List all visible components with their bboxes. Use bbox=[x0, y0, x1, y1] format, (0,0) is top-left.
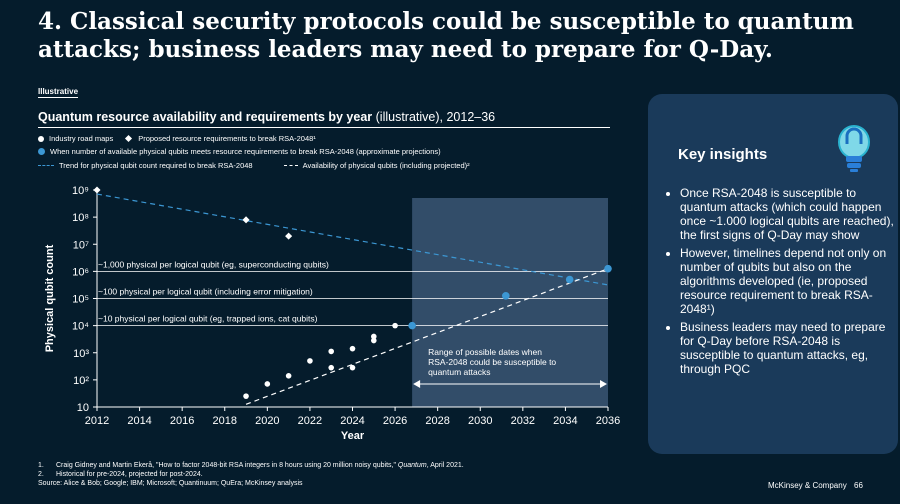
y-tick-label: 10⁵ bbox=[72, 294, 89, 306]
industry-roadmap-point bbox=[264, 381, 271, 387]
meeting-point bbox=[604, 264, 612, 273]
proposed-requirement-point bbox=[242, 216, 250, 224]
legend-meets: When number of available physical qubits… bbox=[50, 147, 441, 156]
white-dash-legend-icon bbox=[283, 165, 298, 166]
trend-line bbox=[96, 193, 609, 286]
range-arrow-right-head bbox=[600, 380, 607, 388]
legend-trend: Trend for physical qubit count required … bbox=[59, 161, 253, 170]
insight-item: Once RSA-2048 is susceptible to quantum … bbox=[680, 186, 898, 242]
insight-item: Business leaders may need to prepare for… bbox=[680, 320, 898, 376]
industry-roadmap-point bbox=[307, 358, 313, 364]
footnote-number: 1. bbox=[38, 462, 44, 469]
slide-title: 4. Classical security protocols could be… bbox=[38, 8, 854, 63]
reference-line-label: ~100 physical per logical qubit (includi… bbox=[98, 287, 313, 297]
y-tick-label: 10³ bbox=[73, 348, 89, 360]
shaded-range-label-line: quantum attacks bbox=[428, 367, 490, 377]
x-tick-label: 2016 bbox=[170, 415, 194, 427]
y-tick-label: 10⁴ bbox=[72, 321, 89, 333]
meeting-point bbox=[502, 291, 510, 300]
footnote-number: 2. bbox=[38, 471, 44, 478]
shaded-range-label: Range of possible dates when RSA-2048 cou… bbox=[428, 347, 556, 377]
y-tick-label: 10⁹ bbox=[72, 185, 89, 197]
industry-roadmap-point bbox=[328, 364, 335, 371]
meeting-point bbox=[565, 275, 574, 284]
source-note: Source: Alice & Bob; Google; IBM; Micros… bbox=[38, 480, 303, 487]
x-tick-label: 2022 bbox=[298, 415, 322, 427]
shaded-range-label-line: Range of possible dates when bbox=[428, 347, 542, 357]
shaded-range-label-line: RSA-2048 could be susceptible to bbox=[428, 357, 556, 367]
industry-roadmap-point bbox=[328, 348, 335, 355]
legend-availability: Availability of physical qubits (includi… bbox=[302, 161, 470, 170]
x-tick-label: 2014 bbox=[127, 415, 151, 427]
y-tick-label: 10 bbox=[77, 402, 89, 414]
insights-list: Once RSA-2048 is susceptible to quantum … bbox=[662, 186, 898, 380]
y-tick-label: 10⁷ bbox=[73, 239, 89, 251]
footnote-1-date: , April 2021. bbox=[426, 462, 464, 469]
footnote-1: 1. Craig Gidney and Martin Ekerå, "How to… bbox=[38, 461, 598, 470]
reference-line-label: ~10 physical per logical qubit (eg, trap… bbox=[98, 314, 318, 324]
insights-heading: Key insights bbox=[678, 146, 768, 163]
white-dot-legend-icon bbox=[38, 135, 44, 142]
legend-industry: Industry road maps bbox=[49, 134, 114, 143]
x-tick-label: 2030 bbox=[468, 415, 492, 427]
x-tick-label: 2018 bbox=[213, 415, 237, 427]
industry-roadmap-point bbox=[370, 333, 377, 340]
footnote-1-text: Craig Gidney and Martin Ekerå, "How to f… bbox=[56, 462, 398, 469]
industry-roadmap-point bbox=[349, 345, 356, 352]
brand-label: McKinsey & Company bbox=[768, 481, 847, 490]
footnote-2: 2. Historical for pre-2024, projected for… bbox=[38, 470, 598, 479]
blue-dash-legend-icon bbox=[38, 165, 54, 166]
shaded-range-band bbox=[412, 198, 608, 407]
proposed-requirement-point bbox=[93, 186, 101, 194]
y-tick-label: 10⁶ bbox=[72, 266, 89, 278]
x-tick-label: 2020 bbox=[255, 415, 279, 427]
subtitle-rest: (illustrative), 2012–36 bbox=[372, 110, 496, 124]
legend-row-3: Trend for physical qubit count required … bbox=[38, 161, 470, 170]
key-insights-card: Key insights Once RSA-2048 is susceptibl… bbox=[648, 94, 898, 454]
legend-proposed: Proposed resource requirements to break … bbox=[138, 134, 316, 143]
lightbulb-icon bbox=[838, 125, 870, 172]
industry-roadmap-point bbox=[370, 337, 377, 344]
blue-dot-legend-icon bbox=[38, 148, 45, 155]
meeting-point bbox=[408, 321, 416, 330]
y-tick-label: 10⁸ bbox=[72, 212, 89, 224]
reference-line-label: ~1,000 physical per logical qubit (eg, s… bbox=[98, 259, 329, 269]
footnotes: 1. Craig Gidney and Martin Ekerå, "How to… bbox=[38, 461, 598, 488]
illustrative-tag: Illustrative bbox=[38, 87, 79, 98]
availability-line bbox=[245, 268, 609, 405]
chart-subtitle: Quantum resource availability and requir… bbox=[38, 110, 495, 124]
x-tick-label: 2012 bbox=[85, 415, 109, 427]
y-axis-title: Physical qubit count bbox=[44, 244, 56, 352]
insight-item: However, timelines depend not only on nu… bbox=[680, 246, 898, 316]
x-tick-label: 2026 bbox=[383, 415, 407, 427]
legend-row-2: When number of available physical qubits… bbox=[38, 147, 441, 156]
x-tick-label: 2024 bbox=[340, 415, 364, 427]
range-arrow-left-head bbox=[413, 380, 421, 388]
x-tick-label: 2036 bbox=[596, 415, 620, 427]
proposed-requirement-point bbox=[285, 232, 293, 240]
footnote-1-journal: Quantum bbox=[397, 462, 427, 469]
x-axis-title: Year bbox=[341, 430, 365, 442]
footnote-2-text: Historical for pre-2024, projected for p… bbox=[56, 471, 203, 478]
x-tick-label: 2032 bbox=[511, 415, 535, 427]
industry-roadmap-point bbox=[285, 373, 292, 379]
industry-roadmap-point bbox=[392, 322, 398, 329]
y-tick-label: 10² bbox=[73, 375, 89, 387]
x-tick-label: 2034 bbox=[553, 415, 577, 427]
page-number: 66 bbox=[854, 481, 863, 490]
subtitle-bold: Quantum resource availability and requir… bbox=[38, 110, 373, 124]
subtitle-rule bbox=[38, 127, 610, 128]
x-tick-label: 2028 bbox=[425, 415, 449, 427]
industry-roadmap-point bbox=[243, 393, 249, 399]
legend-row-1: Industry road maps Proposed resource req… bbox=[38, 134, 316, 143]
industry-roadmap-point bbox=[349, 364, 356, 371]
